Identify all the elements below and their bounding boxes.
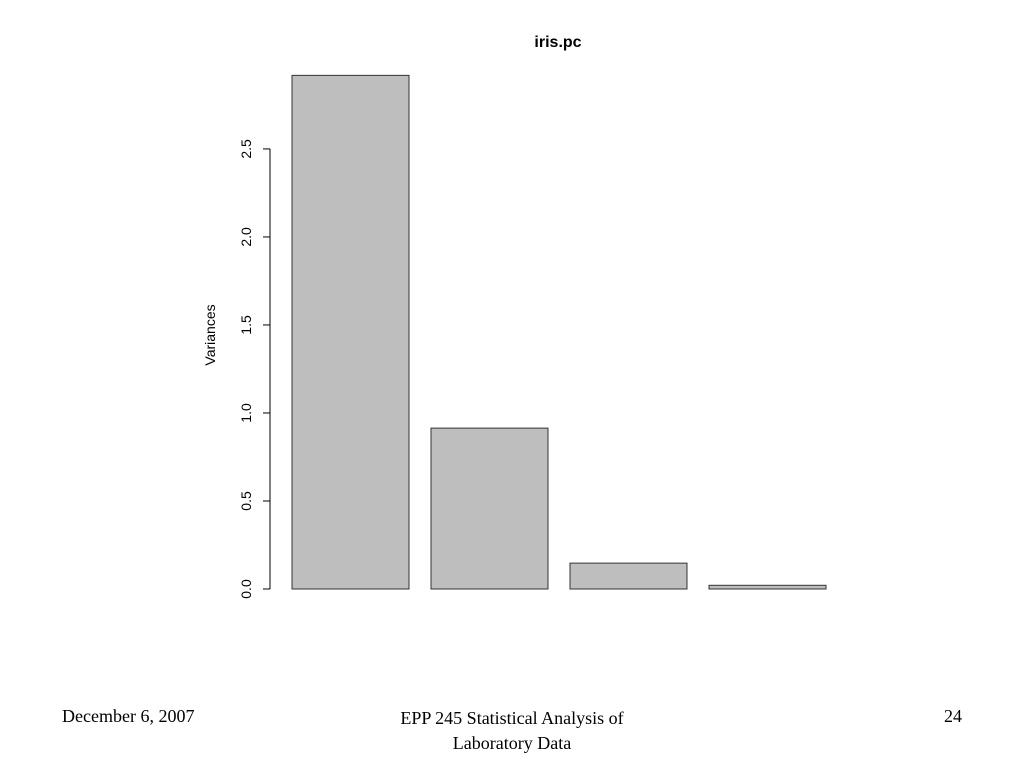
bars	[291, 74, 827, 590]
bar-1	[291, 74, 410, 590]
footer-course-line-2: Laboratory Data	[452, 733, 572, 753]
chart: iris.pc 0.0 0.5 1.0 1.5 2.0 2.5 Variances	[202, 34, 827, 599]
y-tick-label: 2.0	[238, 227, 254, 247]
bar-2	[430, 427, 549, 590]
chart-title: iris.pc	[534, 34, 581, 51]
footer-page-number: 24	[944, 706, 962, 726]
y-tick-label: 1.5	[238, 315, 254, 335]
y-tick-label: 2.5	[238, 139, 254, 159]
y-tick-label: 1.0	[238, 403, 254, 423]
footer-course-title: EPP 245 Statistical Analysis of Laborato…	[300, 706, 724, 756]
footer-course-line-1: EPP 245 Statistical Analysis of	[400, 708, 624, 728]
y-tick-label: 0.0	[238, 579, 254, 599]
y-tick-label: 0.5	[238, 491, 254, 511]
bar-3	[569, 562, 688, 590]
bar-4	[708, 584, 827, 590]
footer-date: December 6, 2007	[62, 706, 195, 726]
y-axis: 0.0 0.5 1.0 1.5 2.0 2.5	[238, 139, 271, 599]
y-axis-label: Variances	[202, 304, 218, 365]
